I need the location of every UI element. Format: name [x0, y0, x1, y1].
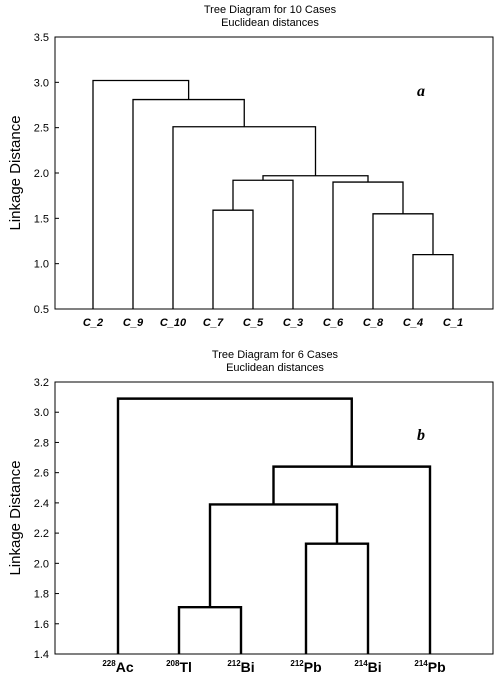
chart-a-y-tick-label: 1.0 [34, 259, 49, 271]
chart-b-merge-link [116, 397, 353, 654]
isotope-mass-number: 212 [227, 659, 241, 668]
chart-a-merge-link [172, 126, 317, 309]
chart-b-y-tick-label: 1.6 [34, 619, 49, 631]
chart-b-leaf-label: 212Bi [227, 659, 254, 675]
chart-a-leaf-label: C_10 [160, 317, 187, 329]
chart-b-panel-letter: b [417, 427, 425, 444]
chart-a-leaf-label: C_3 [283, 317, 303, 329]
chart-a-leaf-label: C_2 [83, 317, 103, 329]
chart-a-y-tick-label: 0.5 [34, 304, 49, 316]
chart-a-merge-link [132, 98, 245, 309]
chart-a-y-tick-label: 1.5 [34, 213, 49, 225]
chart-a-leaf-label: C_1 [443, 317, 463, 329]
chart-b-y-tick-label: 2.6 [34, 468, 49, 480]
dendrogram-panel-b: Tree Diagram for 6 Cases Euclidean dista… [7, 349, 494, 675]
chart-a-leaf-label: C_5 [243, 317, 264, 329]
chart-b-y-tick-label: 3.2 [34, 377, 49, 389]
isotope-element-symbol: Bi [368, 659, 382, 675]
chart-b-title: Tree Diagram for 6 Cases [212, 349, 339, 361]
chart-b-leaf-label: 214Bi [354, 659, 381, 675]
dendrogram-panel-a: Tree Diagram for 10 Cases Euclidean dist… [7, 4, 494, 329]
chart-a-leaf-label: C_7 [203, 317, 224, 329]
chart-a-merge-link [332, 181, 404, 309]
chart-b-y-tick-label: 2.8 [34, 437, 49, 449]
chart-b-merge-link [208, 503, 339, 608]
chart-a-merge-link [262, 175, 369, 183]
chart-b-y-tick-label: 2.4 [34, 498, 49, 510]
chart-b-y-tick-label: 1.8 [34, 589, 49, 601]
chart-a-merge-link [412, 253, 454, 309]
chart-b-y-tick-label: 2.0 [34, 558, 49, 570]
chart-b-merge-link [272, 465, 432, 654]
chart-b-merge-link [177, 605, 243, 654]
chart-b-subtitle: Euclidean distances [226, 362, 324, 374]
isotope-mass-number: 214 [354, 659, 368, 668]
chart-b-leaf-label: 214Pb [414, 659, 445, 675]
chart-a-plot-frame [54, 36, 494, 310]
chart-a-y-tick-label: 2.5 [34, 123, 49, 135]
isotope-element-symbol: Tl [179, 659, 191, 675]
chart-a-y-axis-label: Linkage Distance [7, 115, 24, 230]
chart-b-leaf-label: 212Pb [290, 659, 321, 675]
chart-a-merge-link [372, 213, 434, 309]
chart-a-y-tick-label: 3.5 [34, 32, 49, 44]
chart-a-y-tick-label: 3.0 [34, 77, 49, 89]
chart-a-leaf-label: C_6 [323, 317, 344, 329]
chart-b-leaf-label: 228Ac [102, 659, 133, 675]
chart-b-merge-link [304, 542, 370, 654]
chart-b-y-axis-label: Linkage Distance [7, 460, 24, 575]
chart-b-y-tick-label: 2.2 [34, 528, 49, 540]
isotope-mass-number: 228 [102, 659, 116, 668]
isotope-mass-number: 214 [414, 659, 428, 668]
chart-a-y-tick-label: 2.0 [34, 168, 49, 180]
chart-a-leaf-label: C_4 [403, 317, 423, 329]
isotope-element-symbol: Pb [428, 659, 446, 675]
chart-b-y-tick-label: 3.0 [34, 407, 49, 419]
isotope-element-symbol: Pb [304, 659, 322, 675]
chart-a-leaf-label: C_9 [123, 317, 144, 329]
chart-b-plot-frame [54, 381, 494, 655]
isotope-mass-number: 208 [166, 659, 180, 668]
chart-a-merge-link [212, 209, 254, 309]
chart-b-leaf-label: 208Tl [166, 659, 192, 675]
chart-a-title: Tree Diagram for 10 Cases [204, 4, 337, 16]
isotope-element-symbol: Ac [116, 659, 134, 675]
chart-b-y-tick-label: 1.4 [34, 649, 49, 661]
chart-a-merge-link [92, 79, 190, 309]
chart-a-leaf-label: C_8 [363, 317, 384, 329]
chart-a-merge-link [232, 179, 294, 309]
chart-a-subtitle: Euclidean distances [221, 17, 319, 29]
isotope-element-symbol: Bi [241, 659, 255, 675]
chart-a-panel-letter: a [417, 83, 425, 100]
isotope-mass-number: 212 [290, 659, 304, 668]
